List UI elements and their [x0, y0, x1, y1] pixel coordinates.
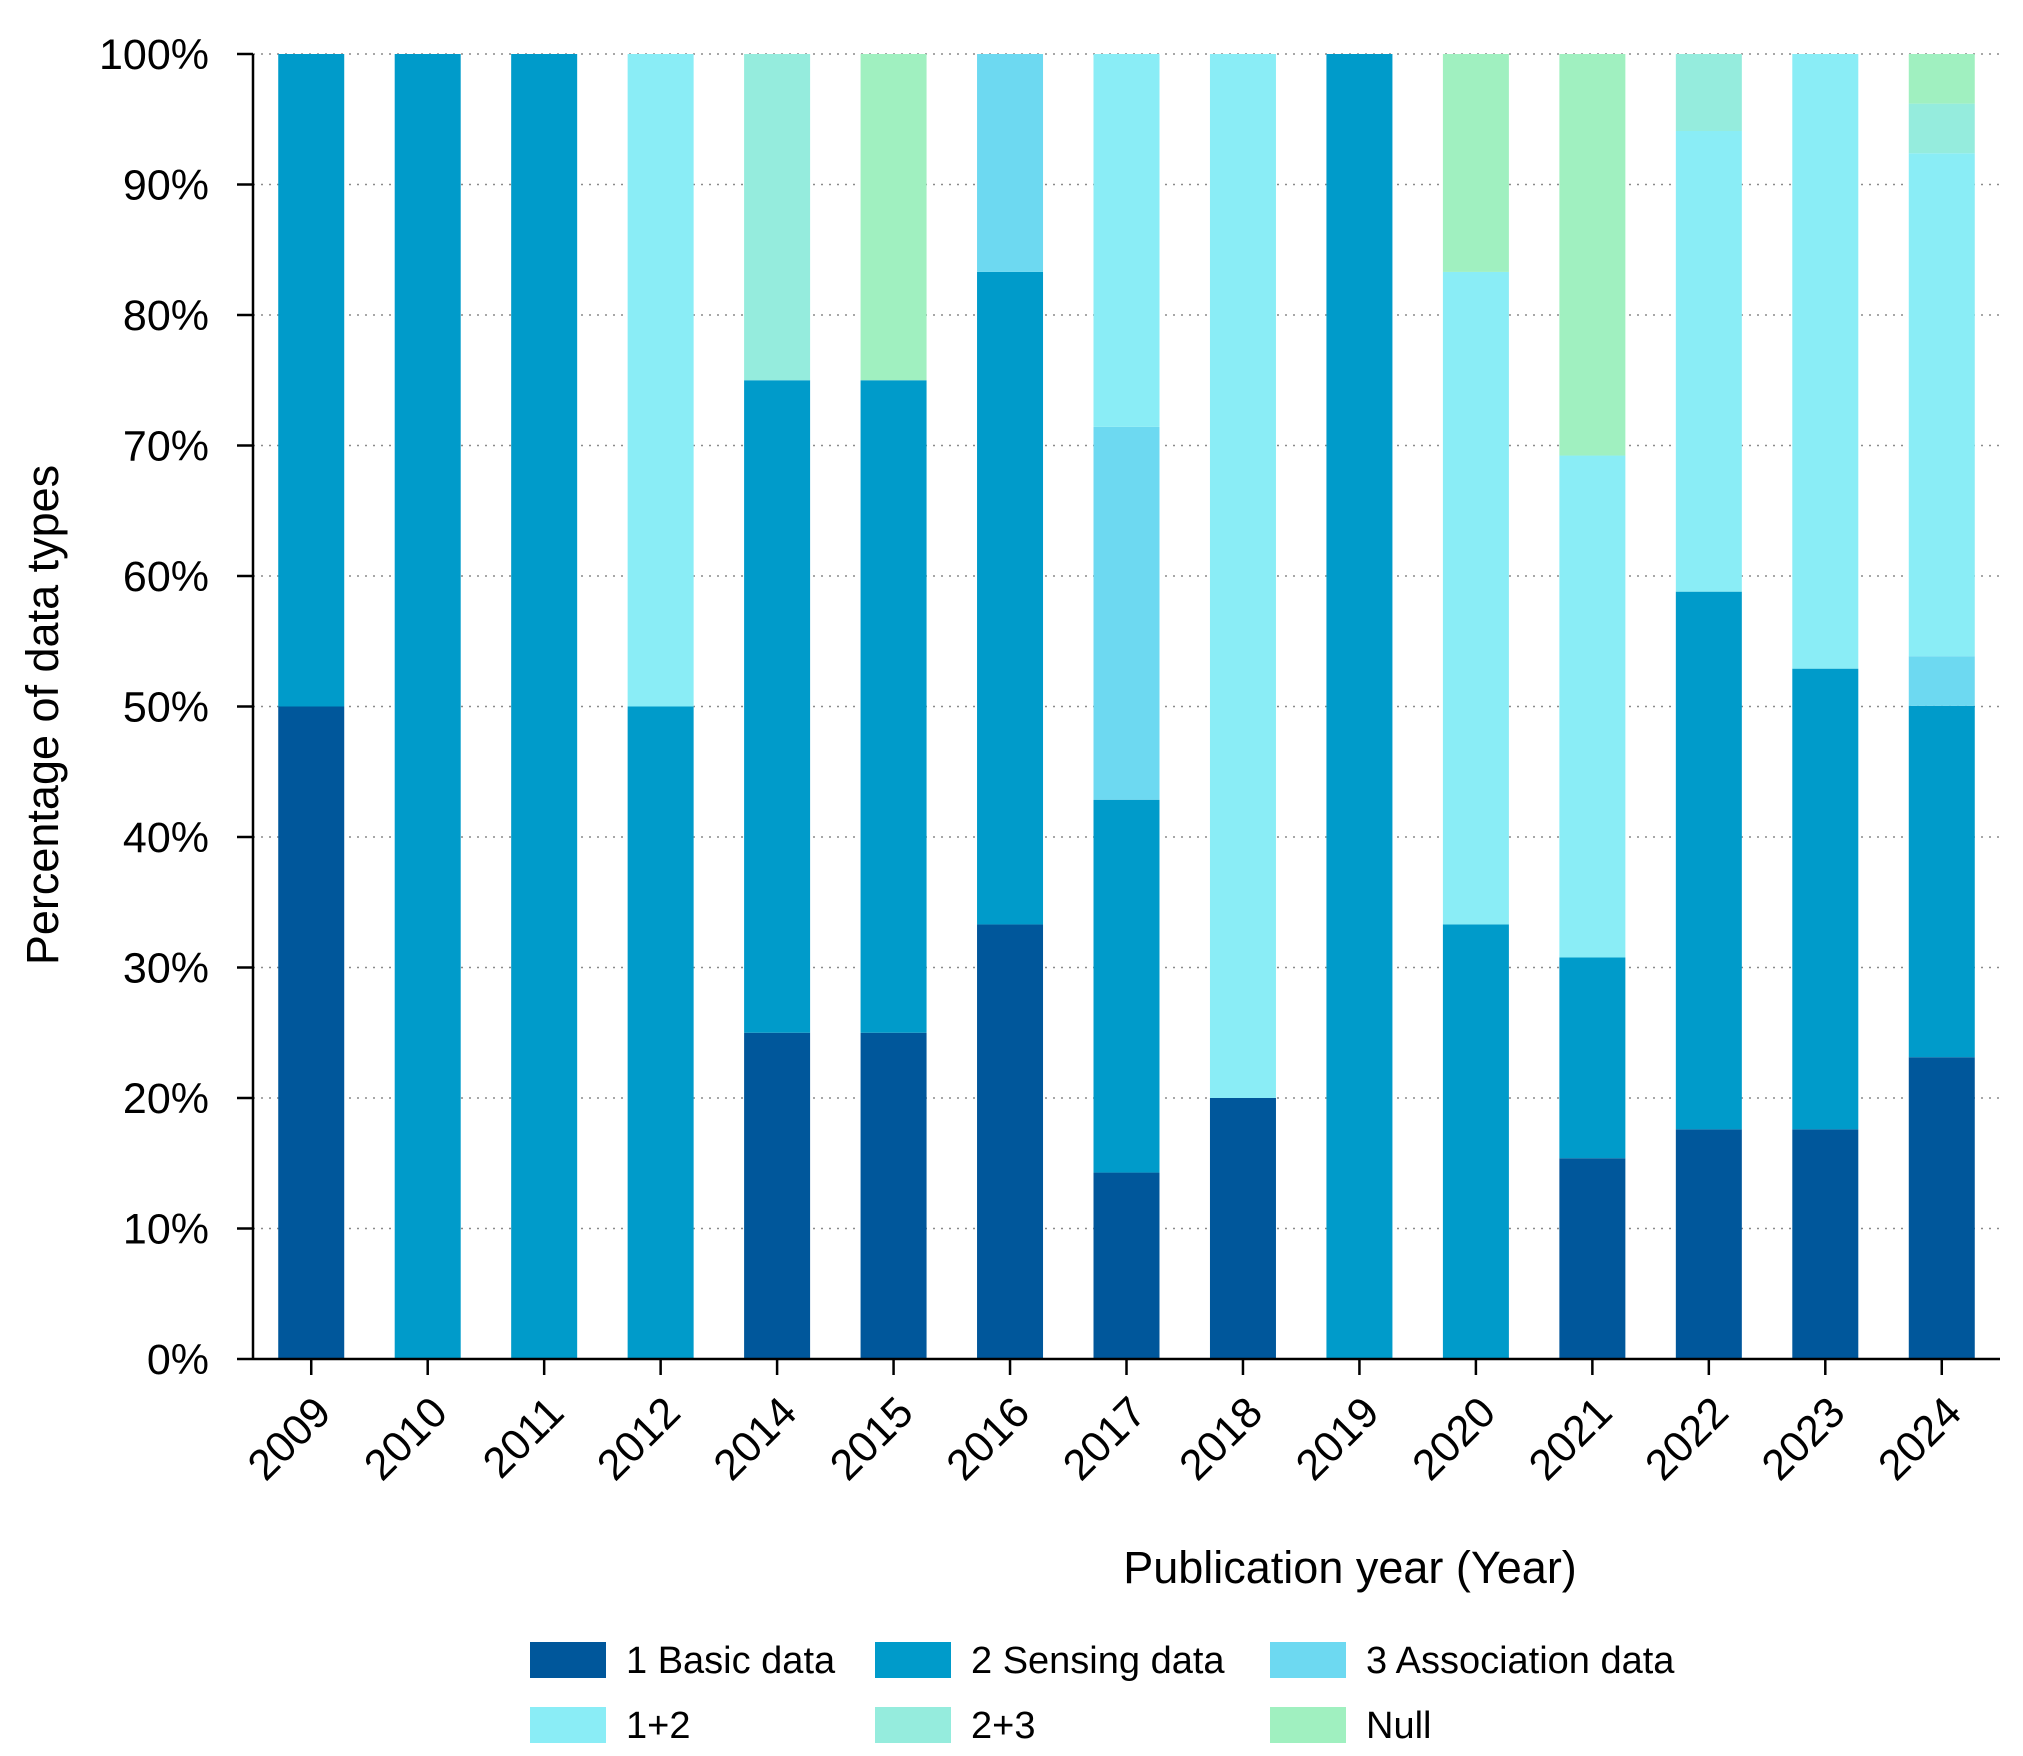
bar-segment-2014-s5 — [744, 54, 811, 381]
x-tick-label: 2009 — [239, 1388, 341, 1490]
x-tick-label: 2023 — [1753, 1388, 1855, 1490]
bar-segment-2019-s2 — [1326, 54, 1393, 1359]
bar-segment-2017-s4 — [1093, 54, 1160, 427]
x-tick-label: 2012 — [588, 1388, 690, 1490]
y-tick-label: 70% — [123, 423, 209, 471]
x-tick-label: 2024 — [1869, 1388, 1971, 1490]
bar-segment-2011-s2 — [511, 54, 578, 1359]
bar-segment-2015-s6 — [860, 54, 927, 381]
bar-segment-2018-s4 — [1209, 54, 1276, 1098]
legend-swatch — [1270, 1642, 1346, 1678]
x-tick-label: 2021 — [1520, 1388, 1622, 1490]
legend: 1 Basic data 2 Sensing data 3 Association … — [530, 1640, 1675, 1747]
bar-segment-2022-s5 — [1675, 54, 1742, 131]
x-tick-label: 2014 — [705, 1388, 807, 1490]
x-tick-label: 2018 — [1170, 1388, 1272, 1490]
bar-segment-2016-s2 — [977, 271, 1044, 925]
bar-segment-2023-s4 — [1792, 54, 1859, 669]
x-tick-label: 2022 — [1636, 1388, 1738, 1490]
y-tick-label: 30% — [123, 945, 209, 993]
bar-segment-2009-s1 — [278, 706, 345, 1359]
y-tick-label: 90% — [123, 162, 209, 210]
y-tick-label: 20% — [123, 1075, 209, 1123]
x-tick-label: 2011 — [474, 1388, 573, 1487]
x-axis-title: Publication year (Year) — [1123, 1542, 1577, 1593]
x-tick-label: 2017 — [1054, 1388, 1156, 1490]
bar-segment-2020-s6 — [1442, 54, 1509, 272]
bar-segment-2024-s5 — [1908, 103, 1975, 154]
bar-segment-2021-s6 — [1559, 54, 1626, 456]
bar-segment-2024-s6 — [1908, 54, 1975, 104]
x-tick-label: 2016 — [938, 1388, 1040, 1490]
y-tick-label: 0% — [147, 1336, 209, 1384]
bar-segment-2015-s1 — [860, 1032, 927, 1359]
y-tick-label: 100% — [99, 31, 209, 79]
legend-label: Null — [1366, 1705, 1431, 1747]
bar-segment-2017-s1 — [1093, 1172, 1160, 1359]
legend-label: 2 Sensing data — [971, 1640, 1225, 1682]
legend-label: 1 Basic data — [626, 1640, 836, 1682]
x-tick-label: 2020 — [1403, 1388, 1505, 1490]
legend-swatch — [530, 1642, 606, 1678]
axes — [237, 52, 2000, 1375]
bar-segment-2021-s2 — [1559, 957, 1626, 1159]
bar-segment-2020-s4 — [1442, 271, 1509, 925]
bar-segment-2014-s1 — [744, 1032, 811, 1359]
y-axis-title: Percentage of data types — [17, 465, 68, 965]
y-tick-label: 40% — [123, 814, 209, 862]
bar-segment-2017-s2 — [1093, 799, 1160, 1173]
x-tick-label: 2019 — [1287, 1388, 1389, 1490]
bar-segment-2018-s1 — [1209, 1098, 1276, 1359]
x-tick-label: 2010 — [355, 1388, 457, 1490]
legend-swatch — [875, 1642, 951, 1678]
bar-segment-2023-s1 — [1792, 1129, 1859, 1359]
bar-segment-2014-s2 — [744, 380, 811, 1033]
bar-segment-2024-s4 — [1908, 153, 1975, 657]
bar-segment-2022-s4 — [1675, 130, 1742, 592]
bar-segment-2012-s2 — [627, 706, 694, 1359]
bar-segment-2017-s3 — [1093, 426, 1160, 800]
bar-segment-2022-s1 — [1675, 1129, 1742, 1359]
bar-segment-2020-s2 — [1442, 924, 1509, 1359]
bar-segment-2012-s4 — [627, 54, 694, 707]
bar-segment-2015-s2 — [860, 380, 927, 1033]
bar-segment-2023-s2 — [1792, 668, 1859, 1130]
y-tick-label: 60% — [123, 553, 209, 601]
y-tick-label: 50% — [123, 684, 209, 732]
bar-segment-2024-s2 — [1908, 705, 1975, 1058]
x-tick-label: 2015 — [821, 1388, 923, 1490]
bar-segment-2009-s2 — [278, 54, 345, 707]
legend-swatch — [875, 1707, 951, 1743]
legend-swatch — [530, 1707, 606, 1743]
bar-segment-2024-s1 — [1908, 1057, 1975, 1359]
bar-segment-2022-s2 — [1675, 591, 1742, 1130]
legend-label: 3 Association data — [1366, 1640, 1675, 1682]
legend-label: 1+2 — [626, 1705, 690, 1747]
bar-segment-2021-s1 — [1559, 1158, 1626, 1359]
bar-segment-2021-s4 — [1559, 455, 1626, 958]
legend-label: 2+3 — [971, 1705, 1035, 1747]
bars — [278, 54, 1975, 1359]
y-tick-label: 10% — [123, 1206, 209, 1254]
bar-segment-2016-s3 — [977, 54, 1044, 272]
y-tick-label: 80% — [123, 292, 209, 340]
bar-segment-2016-s1 — [977, 924, 1044, 1359]
bar-segment-2024-s3 — [1908, 656, 1975, 706]
bar-segment-2010-s2 — [394, 54, 461, 1359]
legend-swatch — [1270, 1707, 1346, 1743]
